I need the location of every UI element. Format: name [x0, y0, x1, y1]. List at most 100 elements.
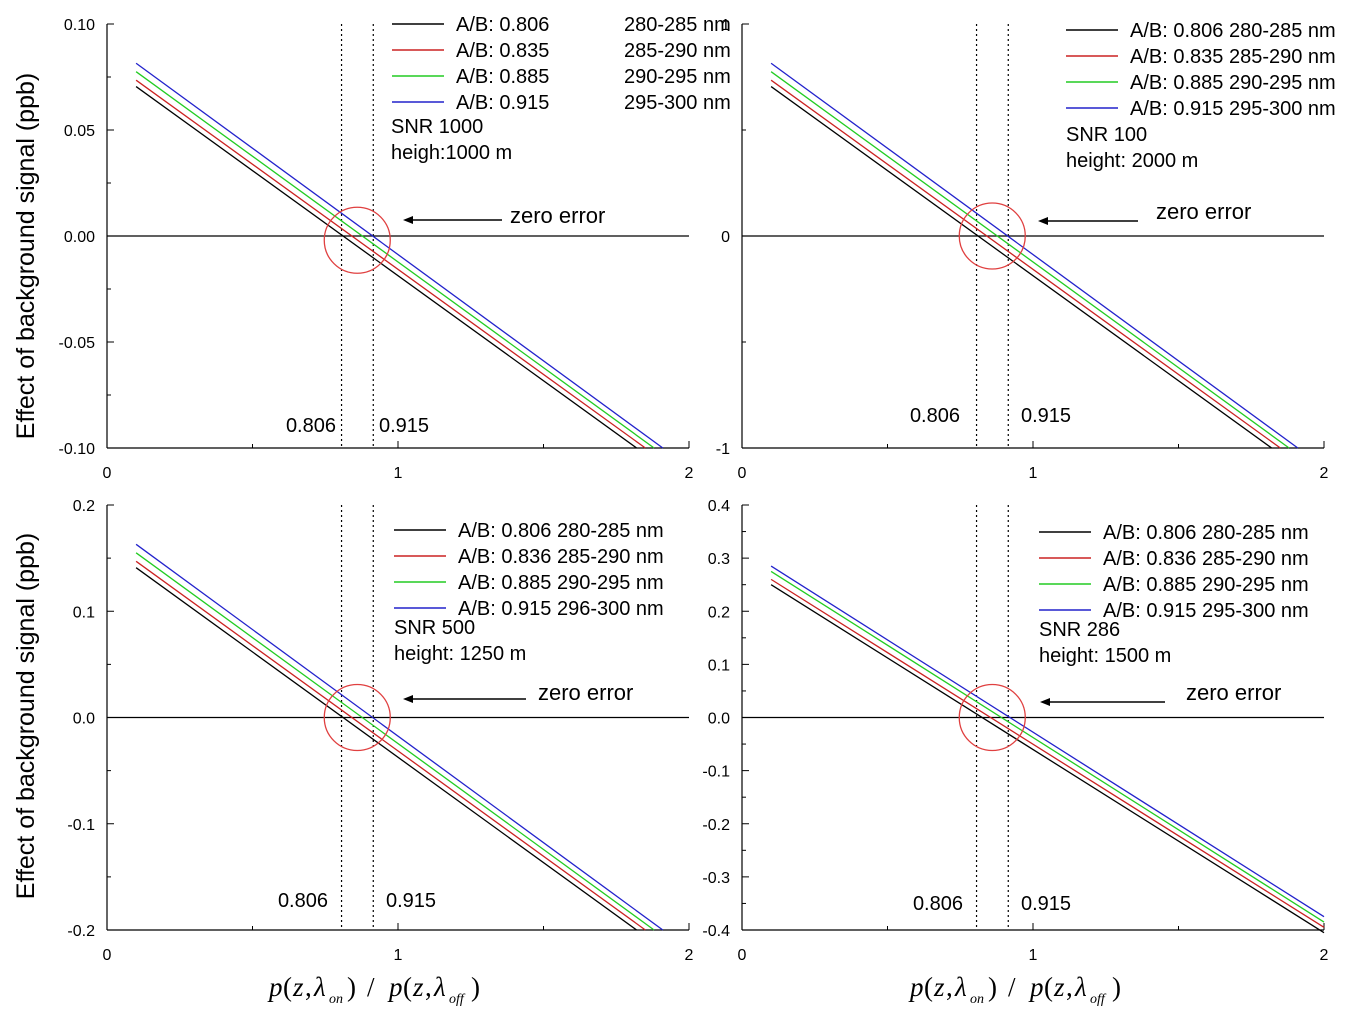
svg-text:off: off — [1090, 992, 1107, 1007]
series-line-3 — [135, 71, 655, 449]
x-tick-label: 0 — [103, 465, 112, 482]
ylabel-bottom: Effect of background signal (ppb) — [12, 533, 40, 899]
legend-label-2: A/B: 0.835 — [456, 40, 549, 62]
y-tick-label: 0.1 — [708, 657, 730, 674]
legend-range-3: 290-295 nm — [624, 66, 731, 88]
height-label: height: 1250 m — [394, 643, 526, 665]
series-line-3 — [135, 552, 655, 931]
series-line-4 — [770, 62, 1299, 449]
svg-text:z: z — [412, 972, 424, 1002]
y-tick-label: 0.1 — [73, 604, 95, 621]
vline-label-right: 0.915 — [1021, 405, 1071, 427]
series-line-1 — [770, 584, 1325, 934]
chart-panel-3: 0.2 0.1 0.0 -0.1 -0.2 0 1 2 0.806 0.915 zero error… — [67, 498, 693, 964]
zero-error-arrowhead — [403, 216, 413, 224]
series-line-2 — [135, 79, 646, 449]
x-tick-label: 2 — [1320, 465, 1329, 482]
y-tick-label: -0.2 — [67, 923, 95, 940]
y-tick-label: -0.1 — [67, 817, 95, 834]
snr-label: SNR 1000 — [391, 116, 483, 138]
series-line-2 — [770, 578, 1325, 928]
zero-error-label: zero error — [510, 203, 605, 228]
y-tick-label: 0.10 — [64, 17, 95, 34]
legend-label-4: A/B: 0.915 296-300 nm — [458, 598, 664, 620]
series-line-2 — [135, 560, 646, 931]
legend-label-4: A/B: 0.915 295-300 nm — [1130, 98, 1336, 120]
y-tick-label: -1 — [716, 441, 730, 458]
y-tick-label: -0.1 — [702, 764, 730, 781]
vline-label-left: 0.806 — [278, 890, 328, 912]
y-tick-label: 0.0 — [708, 711, 730, 728]
y-tick-label: 0 — [721, 229, 730, 246]
svg-text:): ) — [347, 972, 356, 1002]
svg-text:p: p — [908, 972, 924, 1002]
svg-text:z: z — [1053, 972, 1065, 1002]
svg-text:(: ( — [1044, 972, 1053, 1002]
series-line-1 — [770, 86, 1273, 449]
series-line-1 — [135, 567, 638, 931]
series-line-4 — [135, 543, 664, 931]
zero-error-circle — [958, 202, 1026, 270]
height-label: height: 1500 m — [1039, 645, 1171, 667]
legend-label-1: A/B: 0.806 280-285 nm — [1103, 522, 1309, 544]
y-tick-label: 0.3 — [708, 551, 730, 568]
x-tick-label: 1 — [394, 947, 403, 964]
legend-range-1: 280-285 nm — [624, 14, 731, 36]
svg-text:(: ( — [403, 972, 412, 1002]
zero-error-label: zero error — [1156, 199, 1251, 224]
y-tick-label: 0.00 — [64, 229, 95, 246]
height-label: height: 2000 m — [1066, 150, 1198, 172]
svg-text:z: z — [933, 972, 945, 1002]
legend-range-4: 295-300 nm — [624, 92, 731, 114]
svg-text:p: p — [1028, 972, 1044, 1002]
chart-panel-2: 1 0 -1 0 1 2 0.806 0.915 zero error A/B: 0.806 28… — [716, 17, 1336, 482]
legend-label-3: A/B: 0.885 290-295 nm — [1130, 72, 1336, 94]
legend-label-4: A/B: 0.915 — [456, 92, 549, 114]
svg-text:,: , — [1066, 972, 1073, 1002]
series-line-2 — [770, 79, 1281, 449]
y-tick-label: -0.10 — [59, 441, 96, 458]
zero-error-circle — [958, 683, 1026, 752]
legend-label-3: A/B: 0.885 — [456, 66, 549, 88]
legend-label-3: A/B: 0.885 290-295 nm — [1103, 574, 1309, 596]
svg-text:): ) — [471, 972, 480, 1002]
xlabel-left: p ( z , λ on ) / p ( z , λ off ) — [267, 972, 480, 1007]
x-tick-label: 0 — [738, 947, 747, 964]
svg-text:/: / — [367, 972, 375, 1002]
svg-text:(: ( — [283, 972, 292, 1002]
series-line-3 — [770, 71, 1290, 449]
y-tick-label: -0.3 — [702, 870, 730, 887]
svg-text:): ) — [988, 972, 997, 1002]
vline-label-left: 0.806 — [286, 415, 336, 437]
vline-label-left: 0.806 — [913, 893, 963, 915]
zero-error-arrowhead — [403, 695, 413, 703]
svg-text:(: ( — [924, 972, 933, 1002]
panels: 0.100.050.00-0.05-0.100 1 20.806 0.915zero … — [59, 14, 1336, 964]
vline-label-right: 0.915 — [379, 415, 429, 437]
svg-text:p: p — [387, 972, 403, 1002]
legend-label-1: A/B: 0.806 280-285 nm — [458, 520, 664, 542]
svg-text:off: off — [449, 992, 466, 1007]
series-line-4 — [135, 62, 664, 449]
svg-text:λ: λ — [1074, 972, 1087, 1002]
legend-label-2: A/B: 0.836 285-290 nm — [1103, 548, 1309, 570]
y-tick-label: -0.05 — [59, 335, 96, 352]
y-tick-label: -0.4 — [702, 923, 730, 940]
zero-error-circle — [323, 683, 391, 752]
legend-label-3: A/B: 0.885 290-295 nm — [458, 572, 664, 594]
y-tick-label: 0.4 — [708, 498, 730, 515]
y-tick-label: 1 — [721, 17, 730, 34]
y-tick-label: 0.2 — [73, 498, 95, 515]
snr-label: SNR 100 — [1066, 124, 1147, 146]
legend-label-1: A/B: 0.806 — [456, 14, 549, 36]
x-tick-label: 1 — [1029, 947, 1038, 964]
legend-label-4: A/B: 0.915 295-300 nm — [1103, 600, 1309, 622]
series-line-1 — [135, 86, 638, 449]
vline-label-right: 0.915 — [1021, 893, 1071, 915]
x-tick-label: 0 — [103, 947, 112, 964]
svg-text:,: , — [305, 972, 312, 1002]
y-tick-label: 0.05 — [64, 123, 95, 140]
ylabel-top: Effect of background signal (ppb) — [12, 73, 40, 439]
y-tick-label: 0.0 — [73, 711, 95, 728]
y-tick-label: 0.2 — [708, 604, 730, 621]
